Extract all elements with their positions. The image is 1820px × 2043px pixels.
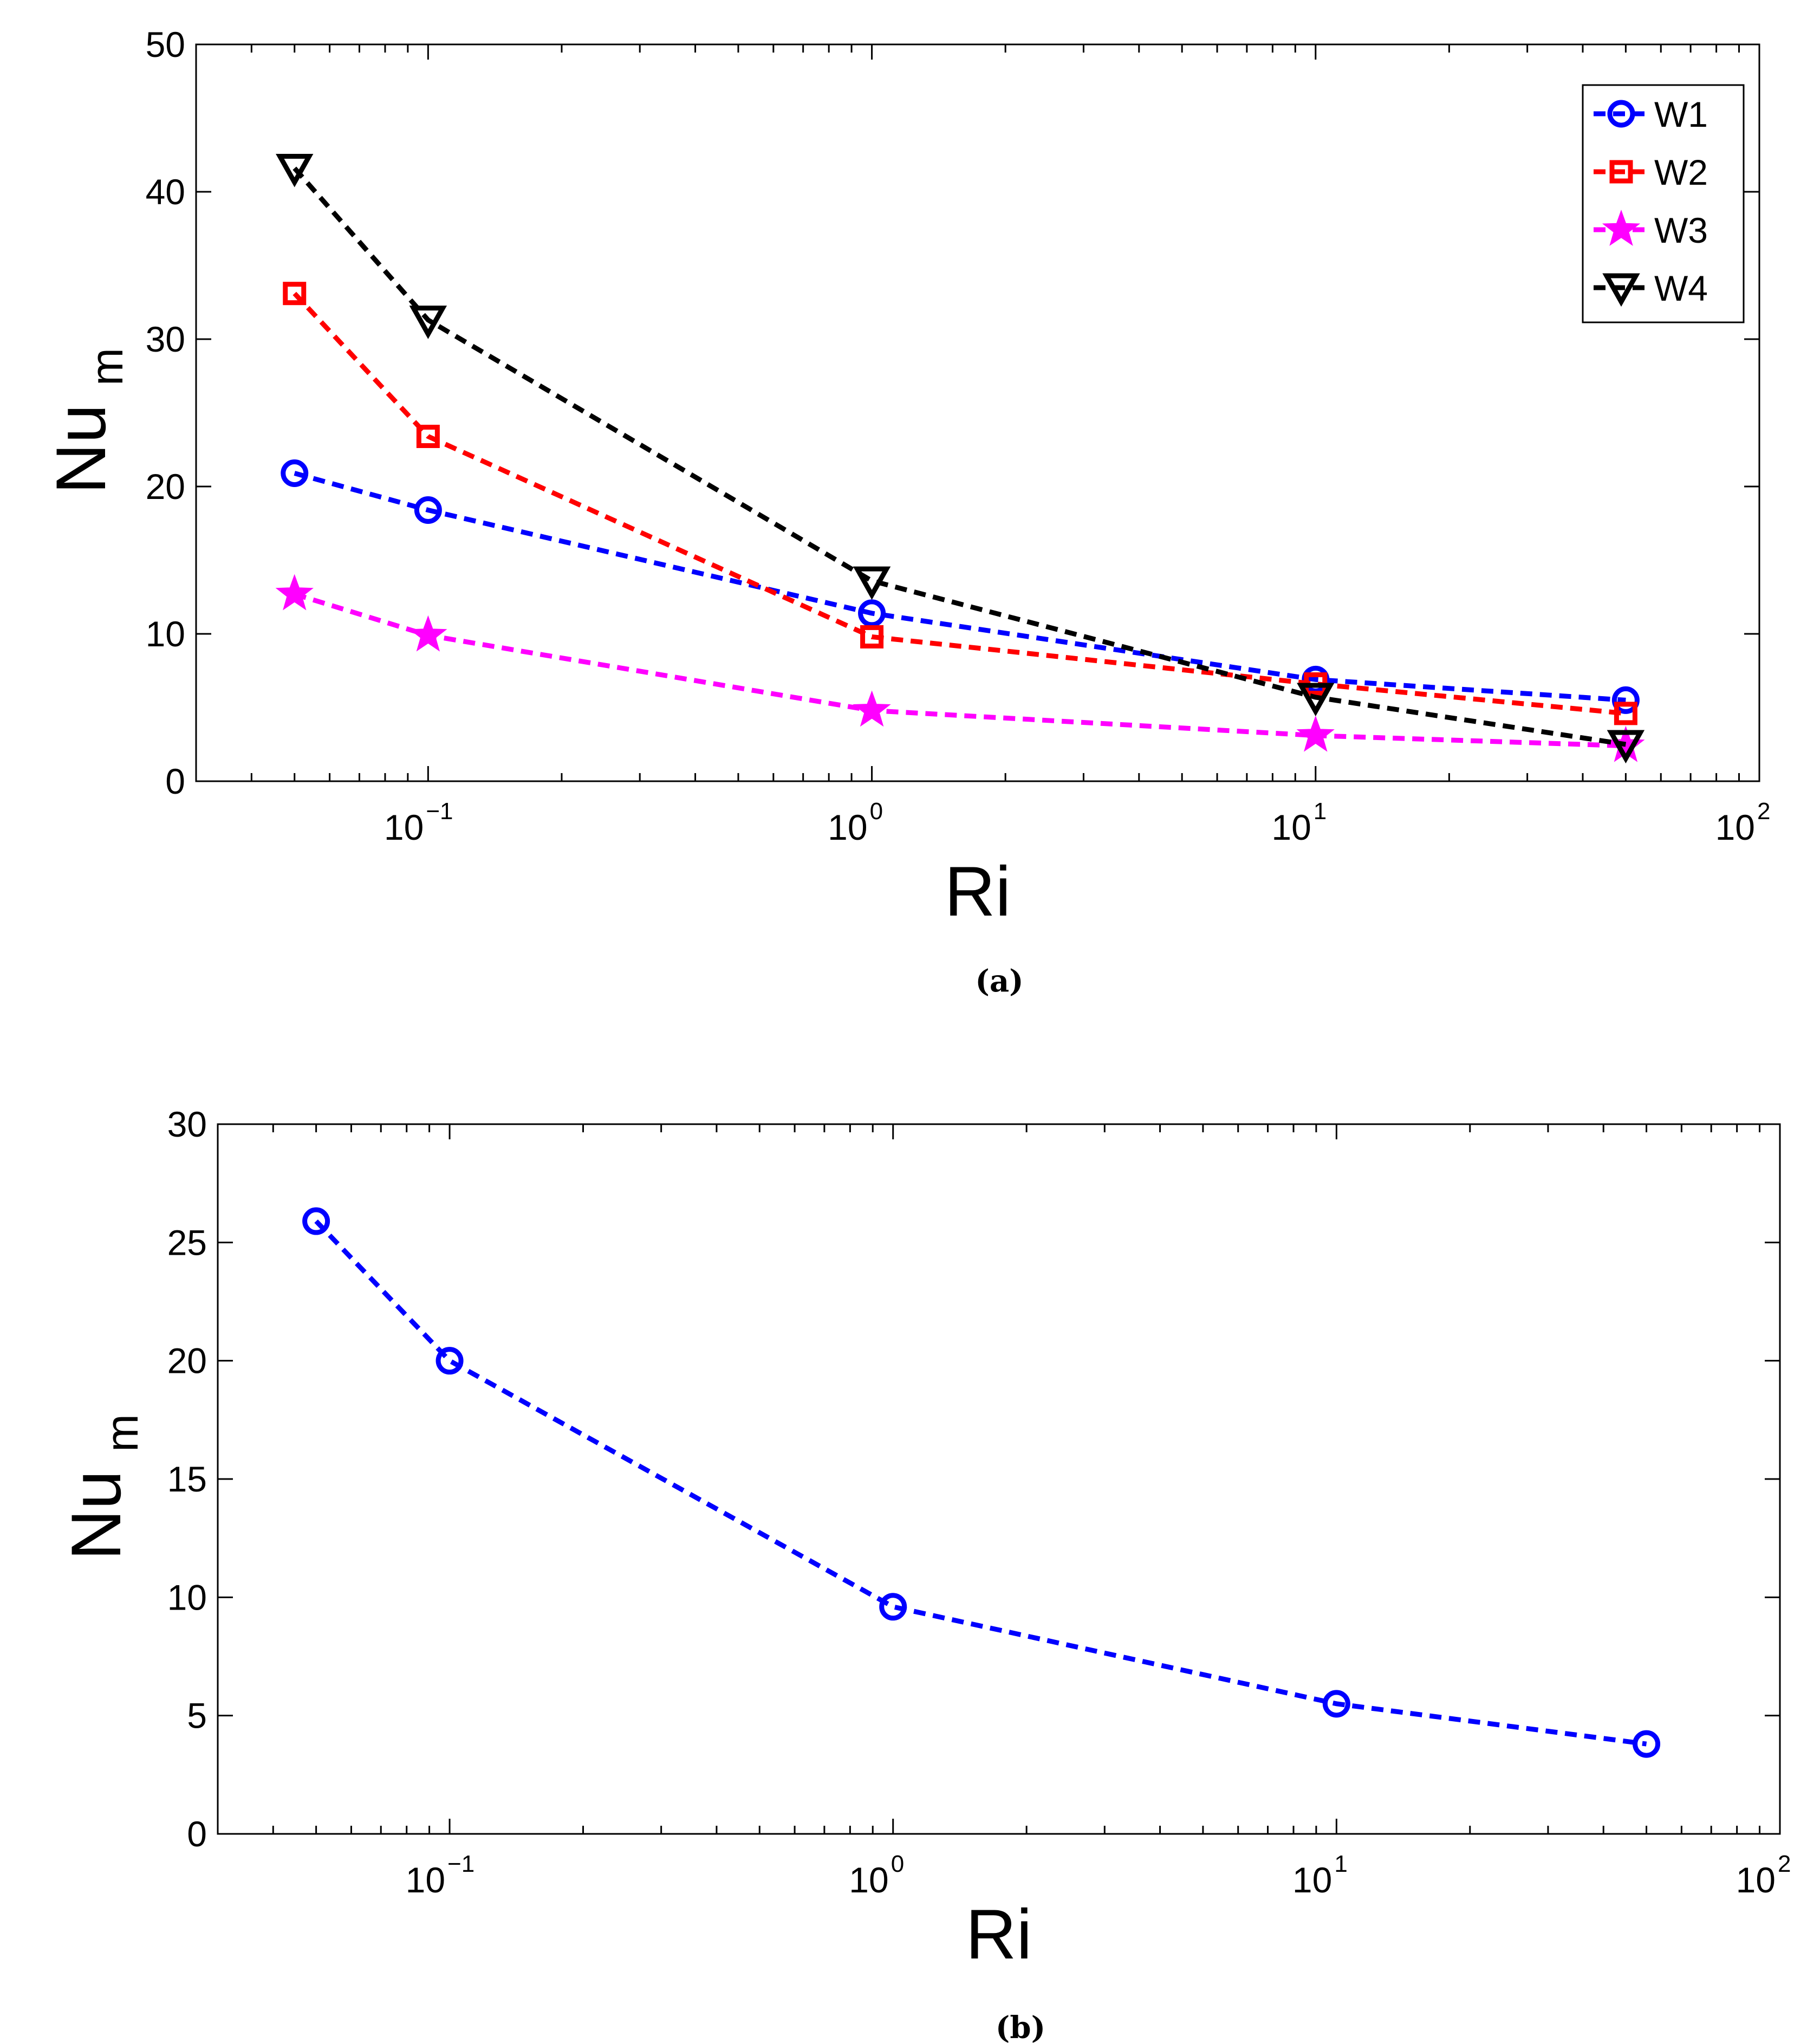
data-point [860,625,884,648]
plot-frame [195,43,1760,782]
series-W4 [276,153,1645,764]
x-tick-label-base: 10 [1271,807,1311,847]
data-point [1322,1690,1350,1718]
data-point [858,599,886,627]
data-point [276,153,314,187]
y-axis-label: Nu m [56,1414,147,1560]
data-point [416,425,440,449]
y-tick-label: 0 [165,761,185,801]
y-tick-label: 30 [146,319,185,359]
x-tick-label-exponent: −1 [447,1851,474,1877]
x-tick-label-exponent: 1 [1314,798,1327,825]
y-tick-label: 10 [167,1577,207,1617]
y-axis-label-subscript: m [96,1414,147,1452]
legend-marker [1602,210,1641,246]
data-point [302,1207,330,1235]
x-tick-label-exponent: 0 [891,1851,904,1877]
legend-label: W2 [1654,152,1708,192]
y-axis-label-subscript: m [81,348,132,386]
x-tick-label-exponent: −1 [426,798,453,825]
x-tick-label-exponent: 1 [1334,1851,1347,1877]
y-tick-label: 20 [146,466,185,507]
legend-label: W4 [1654,268,1708,308]
x-tick-label-base: 10 [1292,1860,1332,1900]
legend-marker [1607,100,1635,128]
data-point [275,574,314,611]
data-point [283,282,307,306]
x-axis-label: Ri [966,1895,1032,1974]
x-tick-label-base: 10 [828,807,867,847]
y-axis-label-main: Nu [56,1470,135,1560]
data-point [1611,686,1640,714]
series-nu-m [302,1207,1661,1758]
data-point [1607,730,1645,764]
series-W1 [281,459,1640,714]
data-point [409,615,447,652]
y-tick-label: 50 [146,24,185,64]
y-tick-label: 30 [167,1104,207,1144]
legend: W1 W2 W3 W4 [1582,84,1745,323]
data-point [1614,702,1637,725]
data-point [1296,715,1335,752]
data-point [879,1593,907,1621]
series-line [292,291,1626,716]
data-point [281,459,309,488]
legend-label: W3 [1654,210,1708,250]
data-point [435,1347,464,1375]
figure-caption: (b) [996,2010,1045,2043]
series-line [292,166,1627,747]
series-W2 [283,282,1637,725]
legend-marker [1602,273,1640,307]
x-tick-label-base: 10 [849,1860,888,1900]
y-tick-label: 20 [167,1341,207,1381]
legend-marker [1609,160,1633,184]
x-tick-label-base: 10 [1715,807,1755,847]
data-point [409,306,447,339]
y-axis-label-main: Nu [41,404,120,494]
figure-caption: (a) [975,963,1023,999]
y-tick-label: 15 [167,1459,207,1499]
plot-frame [217,1123,1781,1835]
y-axis-label: Nu m [41,348,132,494]
y-tick-label: 40 [146,172,185,212]
data-point [1633,1730,1661,1758]
data-point [414,496,442,524]
series-line [314,1219,1647,1747]
series-line [294,592,1626,749]
data-point [1297,683,1335,717]
legend-label: W1 [1654,94,1708,134]
x-tick-label-base: 10 [406,1860,445,1900]
x-tick-label-exponent: 2 [1778,1851,1791,1877]
series-line [294,471,1626,703]
y-tick-label: 25 [167,1222,207,1262]
y-tick-label: 0 [187,1814,207,1854]
x-axis-label: Ri [945,852,1011,931]
y-tick-label: 5 [187,1696,207,1736]
x-tick-label-base: 10 [384,807,424,847]
x-tick-label-base: 10 [1736,1860,1776,1900]
x-tick-label-exponent: 0 [870,798,883,825]
y-tick-label: 10 [146,614,185,654]
data-point [853,566,891,600]
x-tick-label-exponent: 2 [1757,798,1770,825]
data-point [853,690,891,727]
